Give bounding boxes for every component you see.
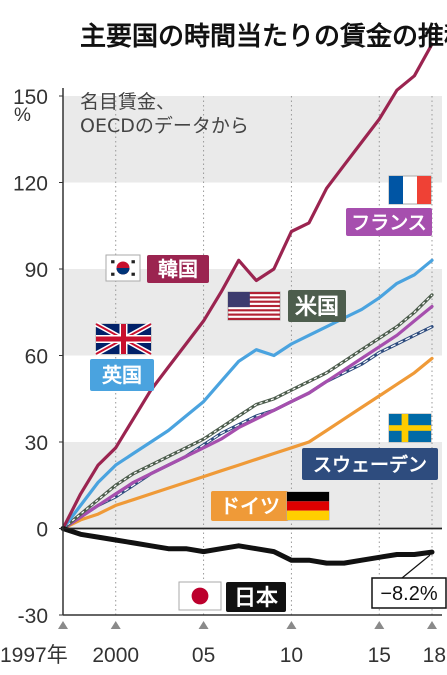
sweden-flag-icon <box>388 413 432 443</box>
y-tick-label: 30 <box>25 432 48 455</box>
x-tick-marker <box>58 621 68 629</box>
france-flag-icon <box>388 175 432 205</box>
series-label-sweden: スウェーデン <box>313 453 427 476</box>
series-label-box-uk <box>90 359 154 391</box>
series-line-germany <box>61 356 434 531</box>
series-line-korea <box>61 42 434 531</box>
annotation-box <box>371 577 447 609</box>
y-tick-label: 120 <box>13 173 48 196</box>
flag-part <box>116 268 130 275</box>
y-tick-label: -30 <box>18 605 48 628</box>
series-line-us-dash <box>62 294 433 529</box>
x-tick-marker <box>374 621 385 629</box>
flag-part <box>111 272 115 276</box>
series-label-korea: 韓国 <box>158 257 198 281</box>
series-label-france: フランス <box>351 212 427 234</box>
flag-part <box>228 304 280 308</box>
flag-part <box>287 492 329 502</box>
annotation-leader <box>401 554 431 579</box>
flag-part <box>389 425 431 431</box>
annotation-japan-value: −8.2% <box>380 583 437 605</box>
y-tick-label: 60 <box>25 346 48 369</box>
flag-part <box>228 296 280 299</box>
x-tick-marker <box>427 621 437 629</box>
series-line-france <box>61 304 434 531</box>
chart-subtitle: 名目賃金、 OECDのデータから <box>80 91 249 137</box>
y-tick-label: 0 <box>36 519 48 542</box>
series-label-box-germany <box>211 491 289 521</box>
series-label-box-france <box>346 208 432 236</box>
flag-part <box>287 510 329 520</box>
y-tick-label: 90 <box>25 259 48 282</box>
series-label-uk: 英国 <box>102 363 142 387</box>
x-tick-label: 15 <box>368 644 391 667</box>
series-line-uk <box>61 258 434 531</box>
series-label-germany: ドイツ <box>220 494 280 518</box>
flag-part <box>131 272 135 276</box>
x-tick-label: 18 <box>423 644 446 667</box>
series-line-sweden-dash <box>62 326 433 530</box>
axes: 150 120 90 60 30 0 -30% 1997年 2000 05 10 15 18 <box>0 86 446 667</box>
flag-part <box>417 176 431 204</box>
y-axis-unit: % <box>14 105 31 126</box>
flag-part <box>191 587 209 605</box>
flag-part <box>287 501 329 511</box>
flag-part <box>131 260 135 264</box>
flag-part <box>228 313 280 316</box>
x-tick-label: 1997年 <box>0 644 68 667</box>
x-tick-marker <box>198 621 209 629</box>
y-tick-label: 150 <box>13 86 48 109</box>
korea-flag-icon <box>105 254 141 282</box>
x-tick-marker <box>110 621 121 629</box>
series-label-us: 米国 <box>295 295 339 320</box>
flag-part <box>228 292 280 295</box>
series-label-box-korea <box>147 255 209 283</box>
x-tick-label: 10 <box>280 644 303 667</box>
series-label-box-sweden <box>302 448 438 480</box>
x-tick-marker <box>286 621 297 629</box>
germany-flag-icon <box>286 491 330 521</box>
chart-title: 主要国の時間当たりの賃金の推移 <box>80 21 447 52</box>
series-label-box-japan <box>226 582 286 612</box>
series-label-box-us <box>288 290 346 322</box>
japan-flag-icon <box>178 581 222 611</box>
flag-part <box>228 300 280 303</box>
flag-part <box>111 260 115 264</box>
x-tick-label: 05 <box>192 644 215 667</box>
flag-part <box>228 292 250 308</box>
flag-part <box>228 317 280 320</box>
uk-flag-icon <box>94 321 153 357</box>
series-lines <box>60 42 435 566</box>
flag-part <box>96 336 151 342</box>
flag-part <box>228 309 280 312</box>
us-flag-icon <box>227 291 281 321</box>
series-line-japan <box>60 526 435 566</box>
x-tick-label: 2000 <box>92 644 139 667</box>
series-label-japan: 日本 <box>234 586 278 611</box>
flag-part <box>389 176 403 204</box>
